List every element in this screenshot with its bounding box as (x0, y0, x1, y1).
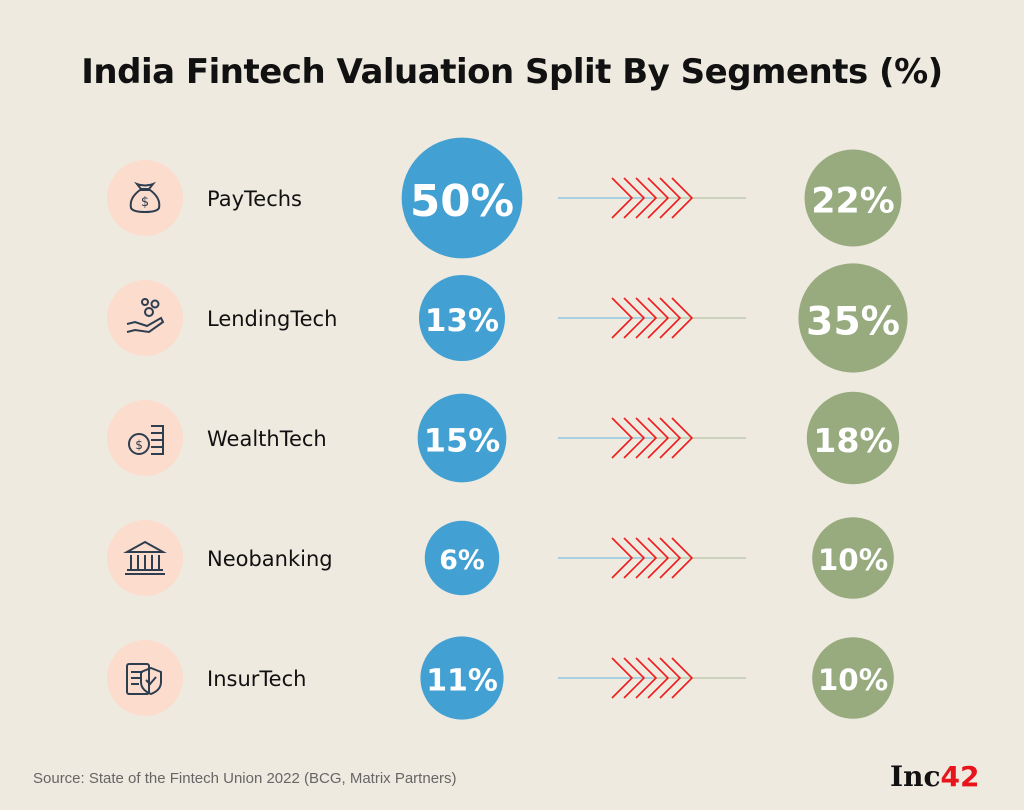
chevron-arrow-icon (647, 177, 670, 219)
after-bubble (804, 149, 902, 247)
chevron-arrow-icon (647, 537, 670, 579)
icon-background (107, 160, 183, 236)
chart-title: India Fintech Valuation Split By Segment… (81, 52, 943, 92)
after-bubble (806, 391, 900, 485)
chevron-arrow-icon (611, 657, 634, 699)
after-bubble (812, 517, 894, 599)
segment-label: InsurTech (207, 667, 306, 691)
segment-row: LendingTech 13% 35% (107, 263, 908, 373)
chevron-arrow-icon (635, 177, 658, 219)
svg-text:$: $ (141, 195, 149, 210)
chevron-arrow-icon (647, 657, 670, 699)
segment-label: LendingTech (207, 307, 337, 331)
chevron-arrow-icon (659, 537, 682, 579)
icon-background (107, 400, 183, 476)
chevron-arrow-icon (635, 417, 658, 459)
chevron-arrow-icon (635, 297, 658, 339)
chevron-arrow-icon (671, 297, 694, 339)
chevron-arrow-icon (635, 657, 658, 699)
after-bubble (812, 637, 894, 719)
chevron-arrow-icon (671, 417, 694, 459)
chevron-arrow-icon (635, 537, 658, 579)
source-note: Source: State of the Fintech Union 2022 … (33, 770, 457, 787)
bank-icon (123, 540, 167, 575)
segment-label: PayTechs (207, 187, 302, 211)
before-bubble (417, 393, 507, 483)
chevron-arrow-icon (623, 297, 646, 339)
logo-accent: 42 (940, 760, 980, 793)
segment-row: $ PayTechs 50% 22% (107, 137, 902, 259)
icon-background (107, 280, 183, 356)
before-bubble (420, 636, 504, 720)
svg-text:$: $ (135, 438, 143, 452)
hand-coins-icon (126, 298, 165, 334)
icon-background (107, 640, 183, 716)
chevron-arrow-icon (671, 537, 694, 579)
inc42-logo: Inc42 (890, 760, 979, 793)
before-value-label: 6% (439, 545, 485, 576)
chevron-arrow-icon (659, 177, 682, 219)
chevron-arrow-icon (623, 657, 646, 699)
after-value-label: 22% (811, 182, 894, 222)
chevron-arrow-icon (659, 297, 682, 339)
segment-row: InsurTech 11% 10% (107, 636, 894, 720)
chevron-arrow-icon (671, 657, 694, 699)
money-bag-icon: $ (129, 181, 161, 214)
before-value-label: 15% (424, 421, 500, 459)
after-bubble (798, 263, 908, 373)
before-value-label: 13% (425, 303, 499, 339)
before-bubble (401, 137, 523, 259)
segment-label: WealthTech (207, 427, 327, 451)
chevron-arrow-icon (623, 537, 646, 579)
after-value-label: 10% (818, 663, 888, 697)
after-value-label: 35% (806, 299, 900, 344)
chevron-arrow-icon (671, 177, 694, 219)
chevron-arrow-icon (623, 177, 646, 219)
insurance-shield-icon (126, 663, 162, 696)
after-value-label: 18% (813, 421, 893, 460)
chevron-arrow-icon (647, 417, 670, 459)
before-bubble (418, 274, 506, 362)
segment-row: Neobanking 6% 10% (107, 517, 894, 599)
chevron-arrow-icon (659, 657, 682, 699)
chevron-arrow-icon (611, 177, 634, 219)
chevron-arrow-icon (659, 417, 682, 459)
chevron-arrow-icon (647, 297, 670, 339)
chevron-arrow-icon (611, 537, 634, 579)
chevron-arrow-icon (611, 417, 634, 459)
chevron-arrow-icon (611, 297, 634, 339)
before-value-label: 11% (426, 663, 498, 698)
before-value-label: 50% (410, 177, 514, 227)
logo-text: Inc (890, 760, 941, 793)
segment-label: Neobanking (207, 547, 333, 571)
coins-stack-icon: $ (128, 425, 164, 455)
segment-row: $ WealthTech 15% 18% (107, 391, 900, 485)
before-bubble (424, 520, 500, 596)
after-value-label: 10% (818, 543, 888, 577)
chevron-arrow-icon (623, 417, 646, 459)
